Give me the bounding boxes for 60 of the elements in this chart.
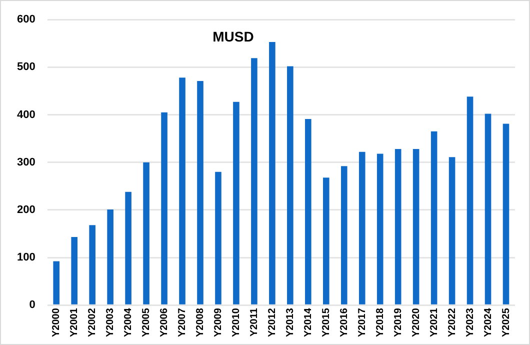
bar [502,124,510,304]
x-tick-label: Y2006 [159,308,170,338]
bar [269,42,276,304]
y-tick-label: 300 [16,156,36,168]
bar [358,152,366,304]
x-tick-label: Y2012 [266,308,278,338]
x-tick-label: Y2013 [284,308,296,338]
bar [466,96,474,304]
y-tick-label: 100 [16,252,36,264]
x-tick-label: Y2015 [320,308,332,338]
x-tick-label: Y2001 [69,308,80,338]
x-tick-label: Y2024 [482,308,494,338]
bar [448,157,456,304]
y-tick-label: 400 [16,108,36,121]
bar [305,119,312,304]
x-tick-label: Y2004 [123,308,134,338]
x-tick-label: Y2007 [177,308,188,338]
bar [143,162,150,304]
x-tick-label: Y2023 [464,308,476,338]
x-tick-label: Y2025 [500,308,512,338]
y-tick-label: 600 [16,14,36,26]
bar [322,178,330,304]
x-tick-label: Y2020 [410,308,422,338]
x-tick-label: Y2021 [428,308,440,338]
bar [484,114,492,304]
x-tick-label: Y2016 [338,308,350,338]
bar [251,58,258,304]
x-tick-label: Y2002 [87,308,98,338]
x-tick-label: Y2018 [374,308,386,338]
bar [197,80,204,304]
x-tick-label: Y2000 [51,308,62,338]
y-tick-label: 0 [29,299,36,312]
x-tick-label: Y2022 [446,308,458,338]
bar [71,237,78,304]
y-tick-label: 200 [16,204,36,216]
x-tick-label: Y2011 [248,308,260,336]
bar [179,78,186,304]
bar [412,149,420,304]
x-tick-label: Y2005 [141,308,152,338]
bar [161,112,168,304]
x-tick-label: Y2010 [230,308,242,338]
bar [125,192,132,304]
bar [287,66,294,304]
x-tick-label: Y2008 [194,308,206,338]
bar [394,149,402,304]
bar [340,166,348,304]
bar [215,172,222,304]
x-tick-label: Y2009 [212,308,224,338]
x-tick-label: Y2014 [302,308,314,338]
bar [89,225,96,304]
x-tick-label: Y2017 [356,308,368,338]
text: MUSD [212,28,254,44]
x-tick-label: Y2003 [105,308,116,338]
bar [107,209,114,304]
y-tick-label: 500 [16,61,36,74]
bar [53,261,60,304]
bar [376,154,384,304]
x-tick-label: Y2019 [392,308,404,338]
bar [430,131,438,304]
bar [233,102,240,304]
